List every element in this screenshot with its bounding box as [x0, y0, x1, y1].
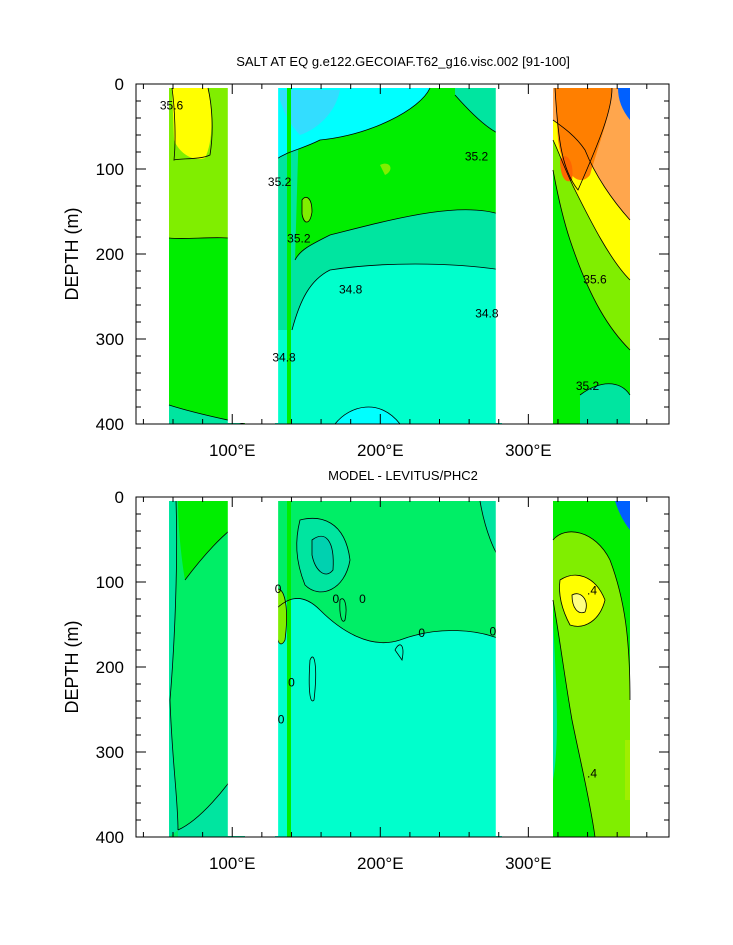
- top-y-tick-label: 0: [115, 75, 124, 94]
- bottom-contour-label: .4: [587, 584, 597, 598]
- top-contour-label: 34.8: [272, 351, 296, 365]
- top-fill-west-yellow: [172, 88, 212, 160]
- top-fill-central-deep: [335, 407, 400, 424]
- top-fill-central-yellowgreen: [380, 163, 391, 175]
- bottom-y-tick-label: 400: [96, 828, 124, 847]
- bottom-panel: MODEL - LEVITUS/PHC2: [62, 468, 670, 873]
- top-contour-label: 34.8: [475, 307, 499, 321]
- top-contour-line: [552, 169, 631, 351]
- bottom-contour-line: [274, 598, 503, 644]
- bottom-contour-line: [552, 599, 596, 837]
- top-fill-east-orange: [555, 88, 612, 181]
- top-y-axis-label: DEPTH (m): [62, 208, 82, 301]
- top-axis-ticks: 100°E 200°E 300°E 0 100 200 300 400: [96, 75, 669, 460]
- bottom-panel-title: MODEL - LEVITUS/PHC2: [328, 468, 478, 483]
- top-contour-line: [334, 406, 401, 424]
- bottom-contour-label: 0: [333, 592, 340, 606]
- bottom-fill-east-edge: [553, 620, 557, 780]
- top-contour-label: 35.2: [287, 232, 311, 246]
- top-contour-label: 35.6: [583, 273, 607, 287]
- bottom-fill-east-surface-blue: [615, 501, 630, 530]
- top-contour-label: 35.2: [268, 175, 292, 189]
- top-contour-line: [552, 119, 631, 221]
- top-y-tick-label: 400: [96, 415, 124, 434]
- top-contour-line: [301, 196, 313, 223]
- bottom-contour-label: .4: [587, 766, 597, 780]
- top-contour-label: 35.2: [465, 149, 489, 163]
- top-contour-lines: [168, 87, 631, 424]
- top-contour-fill: [169, 88, 630, 424]
- bottom-fill-strip-a: [287, 501, 291, 837]
- bottom-y-tick-label: 200: [96, 658, 124, 677]
- bottom-contour-line: [571, 593, 587, 614]
- bottom-x-tick-label: 300°E: [505, 854, 552, 873]
- bottom-fill-central-pool-inner: [312, 536, 334, 575]
- bottom-x-tick-label: 100°E: [209, 854, 256, 873]
- top-fill-west-deep: [169, 405, 245, 424]
- top-contour-line: [294, 209, 503, 261]
- top-fill-central-lightblue: [280, 90, 340, 135]
- bottom-contour-line: [308, 656, 317, 702]
- top-fill-east-deep: [580, 383, 630, 424]
- top-contour-line: [274, 87, 431, 161]
- bottom-contour-lines: [169, 500, 631, 837]
- bottom-land-gap-0: [227, 498, 261, 836]
- top-y-tick-label: 100: [96, 160, 124, 179]
- top-contour-label: 35.2: [576, 379, 600, 393]
- bottom-fill-east-core: [572, 593, 587, 613]
- top-panel: SALT AT EQ g.e122.GECOIAF.T62_g16.visc.0…: [62, 54, 670, 460]
- bottom-contour-line: [169, 500, 179, 831]
- bottom-land-gap-1: [267, 498, 279, 836]
- top-contour-label: 34.8: [339, 283, 363, 297]
- bottom-y-tick-label: 0: [115, 488, 124, 507]
- bottom-x-tick-label: 200°E: [357, 854, 404, 873]
- bottom-contour-line: [559, 574, 606, 627]
- top-contour-labels: 35.6 35.2 35.2 35.2 34.8 34.8 34.8 35.6 35.2: [160, 98, 607, 393]
- top-land-gap-1: [267, 85, 279, 423]
- bottom-contour-label: 0: [418, 626, 425, 640]
- bottom-y-tick-label: 300: [96, 743, 124, 762]
- top-contour-line: [552, 139, 631, 281]
- bottom-contour-label: 0: [489, 624, 496, 638]
- bottom-land-gap-2: [495, 498, 548, 836]
- bottom-fill-east-yellow-strip: [625, 740, 630, 800]
- top-contour-label: 35.6: [160, 98, 184, 112]
- top-x-tick-label: 300°E: [505, 441, 552, 460]
- top-x-tick-label: 100°E: [209, 441, 256, 460]
- top-y-tick-label: 200: [96, 245, 124, 264]
- top-fill-central-bump: [302, 197, 312, 223]
- bottom-contour-label: 0: [275, 582, 282, 596]
- top-fill-strip-a: [287, 88, 291, 424]
- bottom-contour-label: 0: [288, 675, 295, 689]
- bottom-contour-labels: 0 0 0 0 0 0 0 .4 .4: [275, 582, 598, 780]
- top-contour-line: [291, 263, 503, 331]
- top-x-tick-label: 200°E: [357, 441, 404, 460]
- bottom-contour-line: [552, 531, 631, 701]
- bottom-contour-label: 0: [278, 713, 285, 727]
- top-land-gap-0: [227, 85, 261, 423]
- top-y-tick-label: 300: [96, 330, 124, 349]
- bottom-contour-line: [394, 644, 404, 661]
- bottom-y-tick-label: 100: [96, 573, 124, 592]
- top-land-gap-2: [495, 85, 548, 423]
- top-contour-line: [579, 383, 631, 396]
- bottom-contour-line: [296, 518, 351, 593]
- top-contour-line: [171, 87, 213, 161]
- bottom-contour-line: [311, 535, 334, 575]
- top-fill-central-east-edge: [455, 88, 502, 135]
- bottom-axis-ticks: 100°E 200°E 300°E 0 100 200 300 400: [96, 488, 669, 873]
- bottom-contour-line: [339, 598, 347, 622]
- top-fill-east-surface-blue: [618, 88, 630, 120]
- top-panel-title: SALT AT EQ g.e122.GECOIAF.T62_g16.visc.0…: [236, 54, 570, 69]
- bottom-land-mask: [227, 498, 669, 836]
- bottom-contour-label: 0: [359, 592, 366, 606]
- bottom-y-axis-label: DEPTH (m): [62, 621, 82, 714]
- top-contour-line: [554, 87, 613, 191]
